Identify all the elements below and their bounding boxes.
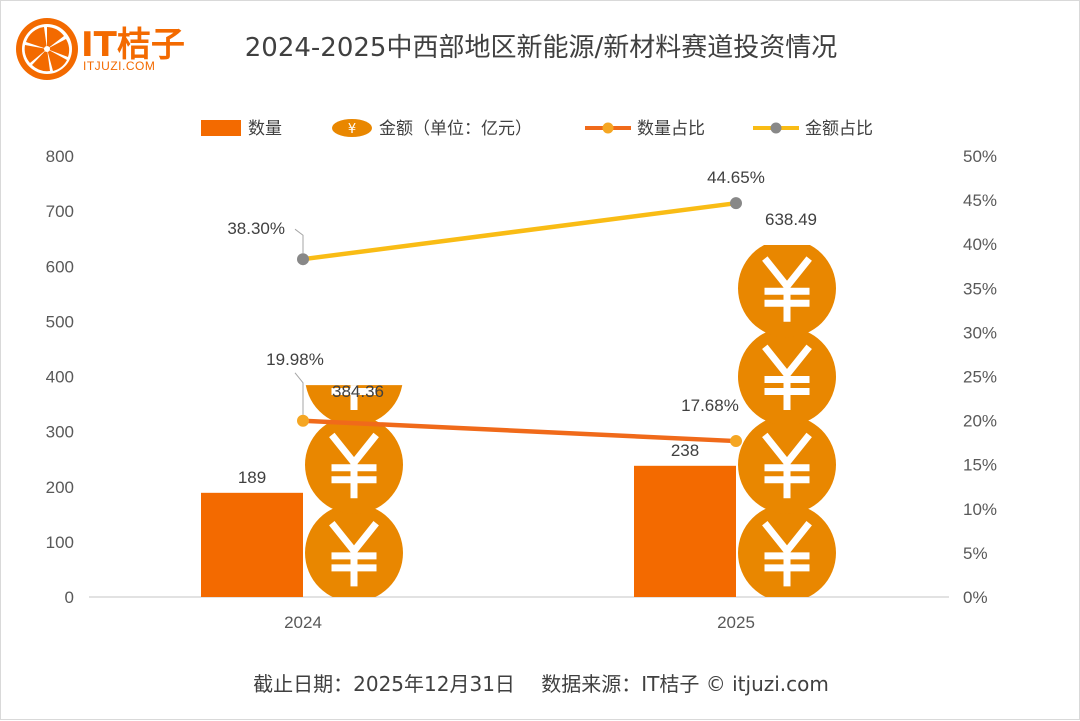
brand-name: IT桔子 xyxy=(81,25,185,65)
legend-label-amount: 金额（单位：亿元） xyxy=(379,119,532,139)
y-left-tick-label: 200 xyxy=(46,478,74,497)
coin-value-label: 638.49 xyxy=(765,210,817,229)
y-right-tick-label: 40% xyxy=(963,235,997,254)
yuan-coin-icon xyxy=(738,327,836,426)
y-left-tick-label: 800 xyxy=(46,147,74,166)
amount-share-marker xyxy=(730,197,742,210)
legend-swatch-count xyxy=(201,120,241,136)
y-right-tick-label: 0% xyxy=(963,588,988,607)
legend-label-count: 数量 xyxy=(248,119,282,139)
y-right-tick-label: 20% xyxy=(963,412,997,431)
line-series xyxy=(297,197,742,448)
amount-share-marker xyxy=(297,253,309,266)
y-right-tick-label: 35% xyxy=(963,279,997,298)
coin-value-label: 384.36 xyxy=(332,382,384,401)
bar-value-label: 189 xyxy=(238,468,266,487)
legend-label-count-share: 数量占比 xyxy=(637,119,705,139)
y-left-tick-label: 600 xyxy=(46,257,74,276)
yuan-coin-icon xyxy=(305,503,403,597)
y-right-tick-label: 15% xyxy=(963,456,997,475)
brand-url: ITJUZI.COM xyxy=(83,59,156,73)
y-left-tick-label: 100 xyxy=(46,533,74,552)
x-tick-label: 2025 xyxy=(717,613,755,632)
coin-disc xyxy=(305,385,403,426)
y-right-tick-label: 50% xyxy=(963,147,997,166)
yuan-coin-icon: ¥ xyxy=(332,119,372,137)
legend-coin xyxy=(332,119,372,137)
yuan-symbol xyxy=(762,256,812,322)
amount-share-line xyxy=(302,200,737,262)
yuan-symbol xyxy=(329,520,379,587)
bar-count xyxy=(634,465,736,597)
footer-note: 截止日期：2025年12月31日 数据来源：IT桔子 © itjuzi.com xyxy=(1,668,1080,697)
chart-axes: 0 100 200 300 400 500 600 700 800 0% 5% 10% 15% 20% 25… xyxy=(46,147,997,632)
amount-share-label: 44.65% xyxy=(707,168,765,187)
y-right-tick-label: 10% xyxy=(963,500,997,519)
y-right-tick-label: 45% xyxy=(963,191,997,210)
count-share-line xyxy=(302,418,737,444)
count-share-label: 17.68% xyxy=(681,396,739,415)
footer-date: 截止日期：2025年12月31日 xyxy=(253,672,515,696)
yuan-v xyxy=(334,350,374,375)
yuan-symbol xyxy=(762,432,812,499)
data-labels: 189 238 384.36 638.49 38.30% 44.65% 19.98% 17.6… xyxy=(227,168,817,487)
yuan-symbol xyxy=(762,520,812,587)
count-share-marker xyxy=(297,414,309,427)
legend-marker-count-share xyxy=(602,122,614,134)
yuan-symbol xyxy=(331,350,377,410)
yuan-coin-icon xyxy=(738,245,836,338)
y-left-tick-label: 0 xyxy=(65,588,74,607)
legend-marker-amount-share xyxy=(770,122,782,134)
brand-logo xyxy=(13,15,213,85)
count-share-label: 19.98% xyxy=(266,350,324,369)
yuan-symbol xyxy=(762,344,812,410)
y-left-tick-label: 500 xyxy=(46,312,74,331)
x-tick-label: 2024 xyxy=(284,613,322,632)
legend-label-amount-share: 金额占比 xyxy=(805,119,873,139)
orange-slice-icon xyxy=(16,18,78,80)
bar-count xyxy=(201,492,303,597)
y-right-tick-label: 25% xyxy=(963,368,997,387)
coin-series xyxy=(305,245,836,598)
y-left-tick-label: 400 xyxy=(46,368,74,387)
yuan-coin-icon xyxy=(305,350,403,426)
y-right-tick-label: 30% xyxy=(963,323,997,342)
bar-series xyxy=(201,465,736,597)
chart-legend: 数量 ¥ 金额（单位：亿元） 数量占比 金额占比 xyxy=(201,119,873,139)
y-left-tick-label: 700 xyxy=(46,202,74,221)
leader-line xyxy=(294,372,304,415)
footer-source: 数据来源：IT桔子 © itjuzi.com xyxy=(541,672,829,696)
y-left-tick-label: 300 xyxy=(46,423,74,442)
yuan-coin-icon xyxy=(738,503,836,598)
yuan-coin-icon xyxy=(305,415,403,514)
amount-share-label: 38.30% xyxy=(227,219,285,238)
coin-stack xyxy=(738,245,836,598)
bar-value-label: 238 xyxy=(671,441,699,460)
count-share-marker xyxy=(730,435,742,448)
leader-line xyxy=(294,228,304,254)
yuan-coin-icon xyxy=(738,415,836,514)
legend-coin-symbol: ¥ xyxy=(348,122,356,137)
chart-title: 2024-2025中西部地区新能源/新材料赛道投资情况 xyxy=(244,33,838,63)
coin-stack xyxy=(305,350,403,597)
yuan-symbol xyxy=(329,432,379,499)
y-right-tick-label: 5% xyxy=(963,544,988,563)
